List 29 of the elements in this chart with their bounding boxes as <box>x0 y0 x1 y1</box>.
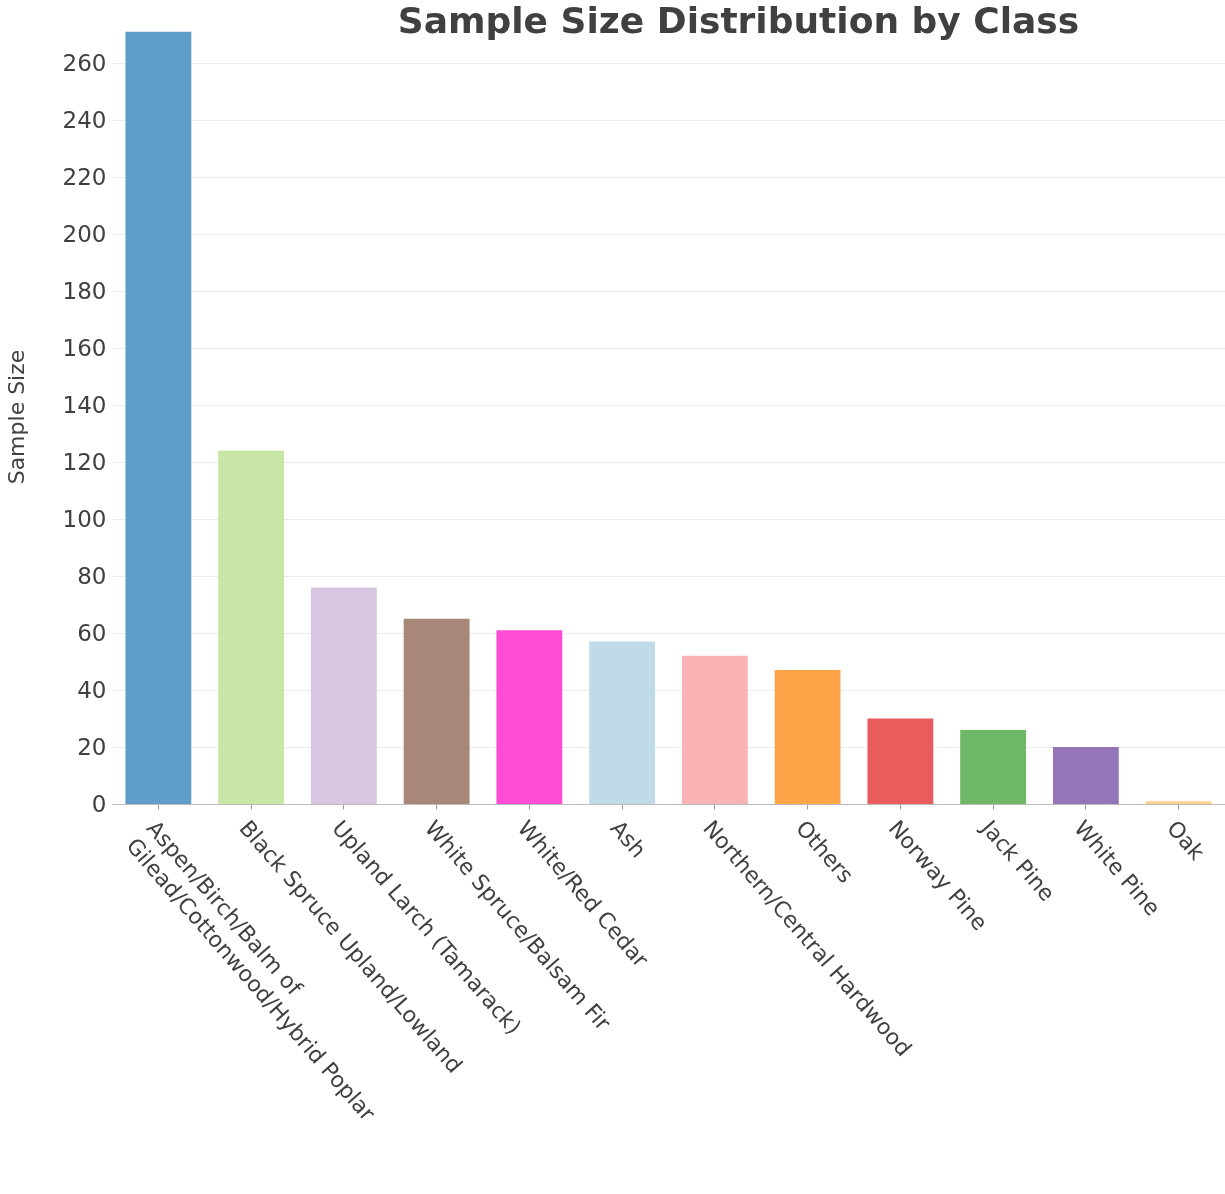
y-tick-label: 160 <box>62 334 107 361</box>
y-tick-label: 220 <box>62 163 107 190</box>
y-tick-label: 40 <box>77 676 107 703</box>
bar <box>960 729 1027 804</box>
x-tick-label: Ash <box>605 815 651 863</box>
bar <box>867 718 934 804</box>
y-axis-title: Sample Size <box>3 349 29 485</box>
bar <box>125 31 192 804</box>
y-tick-label: 200 <box>62 220 107 247</box>
y-tick-label: 180 <box>62 277 107 304</box>
bar <box>589 641 656 804</box>
bar <box>681 655 748 804</box>
y-tick-label: 140 <box>62 391 107 418</box>
y-tick-label: 260 <box>62 49 107 76</box>
chart-title: Sample Size Distribution by Class <box>397 0 1080 41</box>
bar <box>218 450 285 804</box>
y-tick-label: 80 <box>77 562 107 589</box>
y-tick-label: 60 <box>77 619 107 646</box>
y-tick-label: 120 <box>62 448 107 475</box>
y-tick-label: 0 <box>91 790 107 817</box>
bar <box>310 587 377 804</box>
y-tick-label: 100 <box>62 505 107 532</box>
bar <box>403 618 470 804</box>
y-tick-label: 240 <box>62 106 107 133</box>
bar <box>496 630 563 804</box>
bar <box>1052 747 1119 804</box>
y-tick-label: 20 <box>77 733 107 760</box>
bar <box>1145 801 1212 804</box>
bar <box>774 670 841 804</box>
